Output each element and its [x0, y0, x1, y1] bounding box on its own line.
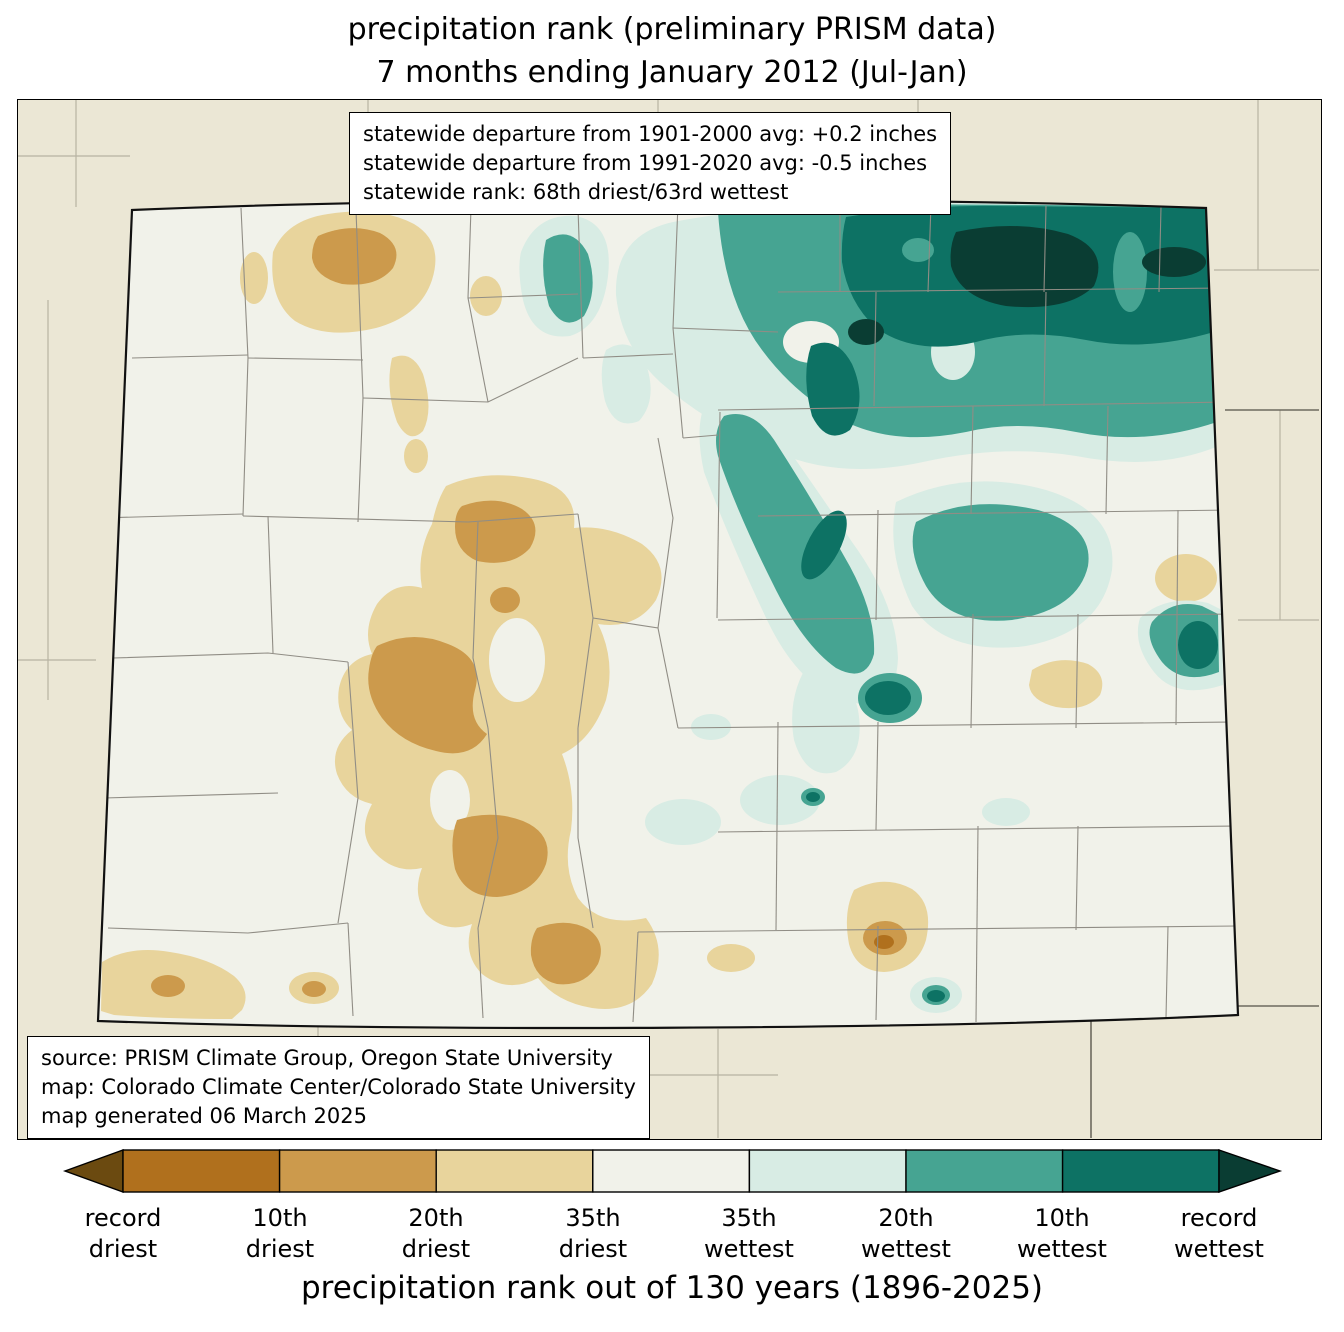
colorbar-35th-driest	[435, 1149, 594, 1193]
colorbar-20th-wettest	[905, 1149, 1064, 1193]
legend-label-record-driest: record driest	[84, 1204, 162, 1263]
colorbar-near-normal	[592, 1149, 751, 1193]
colorbar-record-wettest	[1218, 1149, 1283, 1193]
colorbar-10th-wettest	[1061, 1149, 1220, 1193]
colorbar-record-driest	[62, 1149, 124, 1193]
legend-label-20th-driest: 20th driest	[401, 1204, 471, 1263]
county-borders	[99, 203, 1238, 1023]
statewide-stats-box: statewide departure from 1901-2000 avg: …	[349, 112, 952, 215]
title-line1: precipitation rank (preliminary PRISM da…	[347, 12, 997, 47]
legend-label-10th-driest: 10th driest	[245, 1204, 315, 1263]
legend-label-record-wettest: record wettest	[1174, 1204, 1264, 1263]
colorbar-10th-driest	[122, 1149, 281, 1193]
legend-caption: precipitation rank out of 130 years (189…	[300, 1270, 1044, 1306]
source-line: source: PRISM Climate Group, Oregon Stat…	[41, 1046, 613, 1070]
figure-title: precipitation rank (preliminary PRISM da…	[0, 8, 1344, 94]
stats-line-departure-1991: statewide departure from 1991-2020 avg: …	[363, 151, 928, 175]
legend-label-20th-wettest: 20th wettest	[861, 1204, 951, 1263]
legend-label-35th-wettest: 35th wettest	[704, 1204, 794, 1263]
colorado-precipitation-map	[18, 100, 1319, 1138]
source-attribution-box: source: PRISM Climate Group, Oregon Stat…	[27, 1036, 650, 1139]
legend-label-35th-driest: 35th driest	[558, 1204, 628, 1263]
colorbar-35th-wettest	[748, 1149, 907, 1193]
colorbar-20th-driest	[278, 1149, 437, 1193]
stats-line-departure-1901: statewide departure from 1901-2000 avg: …	[363, 122, 938, 146]
generated-date-line: map generated 06 March 2025	[41, 1104, 368, 1128]
title-line2: 7 months ending January 2012 (Jul-Jan)	[376, 55, 968, 90]
legend-colorbar	[62, 1149, 1283, 1193]
anomaly-fill-layers	[99, 202, 1238, 1023]
legend-label-10th-wettest: 10th wettest	[1017, 1204, 1107, 1263]
wet-anomaly-regions	[519, 202, 1223, 1013]
map-canvas: statewide departure from 1901-2000 avg: …	[17, 99, 1322, 1140]
stats-line-rank: statewide rank: 68th driest/63rd wettest	[363, 180, 789, 204]
map-credit-line: map: Colorado Climate Center/Colorado St…	[41, 1075, 636, 1099]
dry-anomaly-regions	[101, 211, 1221, 1019]
